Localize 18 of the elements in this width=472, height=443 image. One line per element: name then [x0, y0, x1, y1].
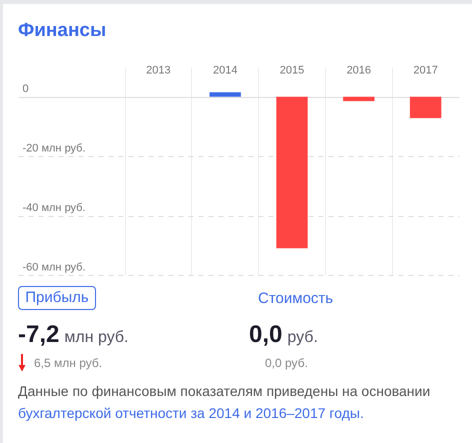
text: 6,5 млн руб. [34, 355, 102, 371]
x-tick-label: 2015 [280, 64, 304, 76]
x-tick-label: 2016 [346, 64, 372, 76]
chart-title: Финансы [18, 20, 106, 41]
x-tick-label: 2017 [413, 64, 438, 76]
text: бухгалтерской отчетности за 2014 и 2016–2017 годы. [18, 405, 364, 421]
text: -7,2 млн руб. [18, 321, 128, 348]
text: 0,0 руб. [249, 321, 318, 348]
tab-button: Прибыль [18, 286, 96, 310]
y-tick-label: -60 млн руб. [22, 262, 86, 274]
x-tick-label: 2013 [146, 64, 171, 76]
y-tick-label: -20 млн руб. [22, 142, 86, 155]
y-tick-label: 0 [22, 83, 29, 96]
x-tick-label: 2014 [212, 64, 238, 76]
text: 0,0 руб. [265, 355, 308, 371]
text: Стоимость [258, 289, 334, 309]
y-tick-label: -40 млн руб. [22, 202, 86, 214]
text: Данные по финансовым показателям приведены на основании [18, 383, 430, 399]
